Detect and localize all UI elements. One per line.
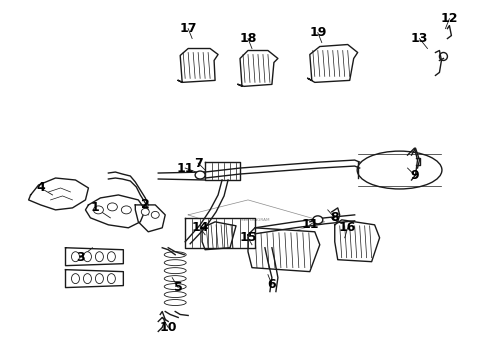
Text: 14: 14 [192,221,209,234]
Text: 17: 17 [179,22,197,35]
Text: 1: 1 [91,201,100,215]
Text: 8: 8 [330,211,339,224]
Ellipse shape [107,252,115,262]
Ellipse shape [164,268,186,274]
Ellipse shape [313,216,323,224]
Ellipse shape [107,203,118,211]
Text: 5: 5 [174,281,183,294]
Text: 12: 12 [441,12,458,25]
Ellipse shape [72,252,79,262]
Text: SEE DIAGRAM: SEE DIAGRAM [241,218,269,222]
Ellipse shape [83,274,92,284]
Ellipse shape [83,252,92,262]
Text: 10: 10 [159,321,177,334]
Text: 16: 16 [339,221,356,234]
Polygon shape [85,195,145,228]
Ellipse shape [151,211,159,219]
Polygon shape [238,50,278,86]
Polygon shape [248,228,320,272]
Ellipse shape [141,208,149,215]
Text: 11: 11 [176,162,194,175]
Polygon shape [66,270,123,288]
Polygon shape [202,222,236,250]
Text: 6: 6 [268,278,276,291]
Ellipse shape [72,274,79,284]
Ellipse shape [164,300,186,306]
Ellipse shape [164,260,186,266]
Ellipse shape [164,292,186,298]
Ellipse shape [357,151,442,189]
Text: 9: 9 [410,168,419,181]
Text: 11: 11 [301,218,318,231]
Polygon shape [28,178,89,210]
Text: 3: 3 [76,251,85,264]
Polygon shape [335,220,380,262]
Polygon shape [185,218,255,248]
Polygon shape [205,162,240,180]
Ellipse shape [96,274,103,284]
Text: 4: 4 [36,181,45,194]
Polygon shape [308,45,358,82]
Ellipse shape [122,206,131,214]
Ellipse shape [96,252,103,262]
Ellipse shape [164,284,186,289]
Text: 7: 7 [194,157,202,170]
Text: 13: 13 [411,32,428,45]
Text: 19: 19 [309,26,326,39]
Polygon shape [66,248,123,266]
Text: 18: 18 [239,32,257,45]
Ellipse shape [94,206,103,214]
Ellipse shape [195,171,205,179]
Polygon shape [135,205,165,232]
Ellipse shape [164,252,186,258]
Text: 15: 15 [239,231,257,244]
Ellipse shape [107,274,115,284]
Text: 2: 2 [141,198,149,211]
Ellipse shape [164,276,186,282]
Polygon shape [178,49,218,82]
